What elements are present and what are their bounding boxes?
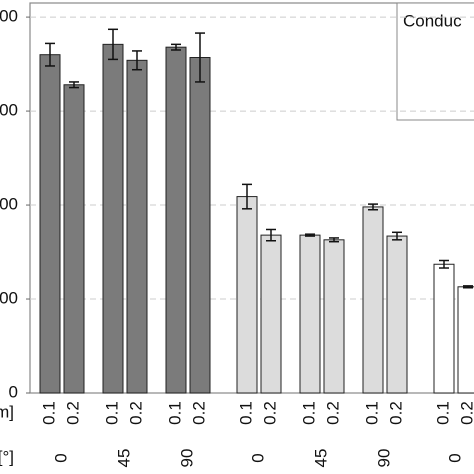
x-tick-label: 0.2 xyxy=(63,401,82,425)
bar xyxy=(362,206,384,394)
bar xyxy=(126,59,148,394)
bar xyxy=(165,46,187,394)
y-tick-label: 0 xyxy=(9,382,18,401)
x-tick-label: 0.1 xyxy=(299,401,318,425)
x-tick-label: 0.1 xyxy=(39,401,58,425)
group-label: 45 xyxy=(114,449,133,468)
x-tick-label: 0.1 xyxy=(165,401,184,425)
group-label: 0 xyxy=(248,453,267,462)
x-tick-label: 0.1 xyxy=(236,401,255,425)
group-label: 45 xyxy=(311,449,330,468)
bar xyxy=(457,286,474,394)
x-tick-label: 0.2 xyxy=(189,401,208,425)
x-axis-label: m] xyxy=(0,402,14,421)
bar xyxy=(39,54,61,394)
bar xyxy=(323,239,345,394)
bar xyxy=(63,84,85,394)
group-label: 90 xyxy=(177,449,196,468)
plot-frame xyxy=(29,2,474,394)
x-axis-label: [°] xyxy=(0,447,14,466)
y-tick-label: 00 xyxy=(0,7,18,26)
x-tick-label: 0.2 xyxy=(386,401,405,425)
bar xyxy=(189,57,211,394)
bar xyxy=(236,196,258,394)
bar xyxy=(433,263,455,394)
x-tick-label: 0.1 xyxy=(102,401,121,425)
x-tick-label: 0.2 xyxy=(323,401,342,425)
bar xyxy=(102,43,124,394)
y-tick-label: 00 xyxy=(0,101,18,120)
x-tick-label: 0.2 xyxy=(457,401,474,425)
x-tick-label: 0.2 xyxy=(260,401,279,425)
x-tick-label: 0.1 xyxy=(433,401,452,425)
group-label: 0 xyxy=(51,453,70,462)
bar xyxy=(386,235,408,394)
bar xyxy=(299,234,321,394)
y-tick-label: 00 xyxy=(0,289,18,308)
x-tick-label: 0.2 xyxy=(126,401,145,425)
x-tick-label: 0.1 xyxy=(362,401,381,425)
group-label: 90 xyxy=(374,449,393,468)
bar xyxy=(260,234,282,394)
y-tick-label: 00 xyxy=(0,195,18,214)
legend-box xyxy=(396,2,474,121)
legend-title: Conduc xyxy=(403,11,462,30)
group-label: 0 xyxy=(445,453,464,462)
